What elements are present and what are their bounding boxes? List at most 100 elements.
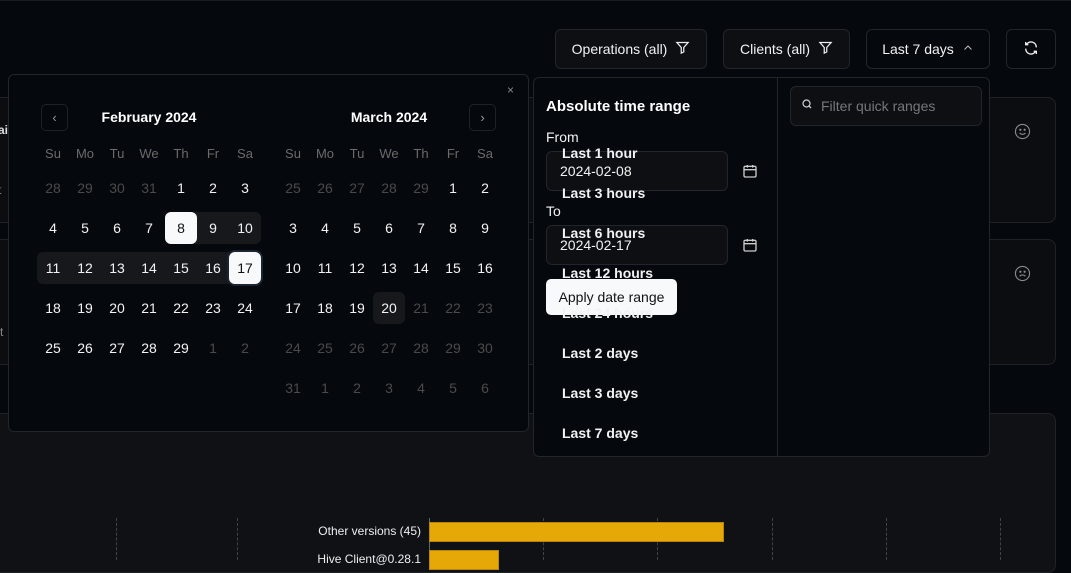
calendar-day[interactable]: 22: [173, 300, 189, 316]
calendar-day[interactable]: 4: [321, 220, 329, 236]
calendar-day[interactable]: 13: [381, 260, 397, 276]
calendar-day[interactable]: 28: [45, 180, 61, 196]
from-date-input[interactable]: 2024-02-08: [546, 151, 728, 191]
range-end-day[interactable]: 17: [229, 252, 261, 284]
calendar-day[interactable]: 6: [113, 220, 121, 236]
quick-range-item[interactable]: Last 2 days: [562, 345, 639, 361]
quick-range-item[interactable]: Last 6 hours: [562, 225, 646, 241]
calendar-day[interactable]: 27: [109, 340, 125, 356]
quick-range-item[interactable]: Last 12 hours: [562, 265, 654, 281]
quick-range-item[interactable]: Last 3 hours: [562, 185, 646, 201]
calendar-day[interactable]: 24: [237, 300, 253, 316]
calendar-day[interactable]: 14: [141, 260, 157, 276]
calendar-day[interactable]: 17: [285, 300, 301, 316]
calendar-day: 27: [381, 340, 397, 356]
calendar-day[interactable]: 29: [173, 340, 189, 356]
bar[interactable]: [429, 550, 499, 570]
quick-range-item[interactable]: Last 7 days: [562, 425, 639, 441]
previous-month-button[interactable]: ‹: [41, 104, 68, 131]
calendar-day[interactable]: 21: [141, 300, 157, 316]
calendar-day[interactable]: 28: [141, 340, 157, 356]
from-label: From: [546, 129, 579, 145]
search-icon: [801, 97, 813, 115]
calendar-day[interactable]: 28: [381, 180, 397, 196]
top-divider: [0, 0, 1071, 1]
calendar-day[interactable]: 15: [445, 260, 461, 276]
calendar-day[interactable]: 4: [49, 220, 57, 236]
calendar-day[interactable]: 15: [173, 260, 189, 276]
quick-range-item[interactable]: Last 24 hours: [562, 305, 654, 321]
calendar-day[interactable]: 1: [177, 180, 185, 196]
calendar-day[interactable]: 9: [209, 220, 217, 236]
calendar-day[interactable]: 2: [209, 180, 217, 196]
calendar-day[interactable]: 8: [449, 220, 457, 236]
calendar-day[interactable]: 1: [449, 180, 457, 196]
calendar-day[interactable]: 7: [145, 220, 153, 236]
calendar-day: 23: [477, 300, 493, 316]
calendar-day[interactable]: 26: [77, 340, 93, 356]
calendar-day[interactable]: 30: [109, 180, 125, 196]
calendar-day[interactable]: 31: [141, 180, 157, 196]
clients-filter-button[interactable]: Clients (all): [723, 29, 850, 69]
calendar-day[interactable]: 27: [349, 180, 365, 196]
calendar-day[interactable]: 12: [77, 260, 93, 276]
calendar-day[interactable]: 1: [209, 340, 217, 356]
calendar-day[interactable]: 16: [205, 260, 221, 276]
card-text-fragment: t: [0, 183, 1, 197]
calendar-day[interactable]: 25: [45, 340, 61, 356]
calendar-day[interactable]: 6: [385, 220, 393, 236]
calendar-day[interactable]: 19: [349, 300, 365, 316]
calendar-day[interactable]: 18: [45, 300, 61, 316]
range-start-day[interactable]: 8: [165, 212, 197, 244]
calendar-day[interactable]: 5: [353, 220, 361, 236]
calendar-day[interactable]: 9: [481, 220, 489, 236]
refresh-button[interactable]: [1006, 29, 1056, 69]
calendar-day[interactable]: 19: [77, 300, 93, 316]
calendar-icon[interactable]: [742, 237, 758, 258]
weekday-header: Mo: [315, 145, 335, 161]
calendar-day[interactable]: 23: [205, 300, 221, 316]
calendar-day[interactable]: 20: [109, 300, 125, 316]
time-range-button[interactable]: Last 7 days: [866, 29, 990, 69]
calendar-day[interactable]: 5: [81, 220, 89, 236]
bar[interactable]: [429, 522, 724, 542]
quick-range-item[interactable]: Last 1 hour: [562, 145, 638, 161]
calendar-day[interactable]: 29: [413, 180, 429, 196]
calendar-day: 24: [285, 340, 301, 356]
calendar-day[interactable]: 25: [285, 180, 301, 196]
calendar-day[interactable]: 2: [481, 180, 489, 196]
operations-filter-button[interactable]: Operations (all): [555, 29, 707, 69]
calendar-day: 1: [321, 380, 329, 396]
calendar-day[interactable]: 26: [317, 180, 333, 196]
calendar-icon[interactable]: [742, 163, 758, 184]
calendar-day[interactable]: 10: [285, 260, 301, 276]
frown-icon: [1014, 265, 1031, 287]
refresh-icon: [1023, 40, 1039, 59]
calendar-day[interactable]: 12: [349, 260, 365, 276]
calendar-day[interactable]: 29: [77, 180, 93, 196]
close-icon[interactable]: ×: [507, 83, 515, 97]
calendar-day[interactable]: 7: [417, 220, 425, 236]
quick-range-search[interactable]: Filter quick ranges: [790, 86, 982, 126]
apply-date-range-button[interactable]: Apply date range: [546, 279, 677, 315]
calendar-day[interactable]: 3: [289, 220, 297, 236]
search-placeholder: Filter quick ranges: [821, 98, 936, 114]
calendar-day[interactable]: 11: [317, 260, 333, 276]
calendar-day: 22: [445, 300, 461, 316]
calendar-day[interactable]: 16: [477, 260, 493, 276]
calendar-day[interactable]: 3: [241, 180, 249, 196]
calendar-day: 5: [449, 380, 457, 396]
calendar-day[interactable]: 2: [241, 340, 249, 356]
next-month-button[interactable]: ›: [469, 104, 496, 131]
to-label: To: [546, 203, 561, 219]
calendar-day[interactable]: 11: [45, 260, 61, 276]
quick-range-item[interactable]: Last 3 days: [562, 385, 639, 401]
weekday-header: Fr: [446, 145, 460, 161]
today-day[interactable]: 20: [373, 292, 405, 324]
to-date-input[interactable]: 2024-02-17: [546, 225, 728, 265]
calendar-day[interactable]: 14: [413, 260, 429, 276]
calendar-day[interactable]: 18: [317, 300, 333, 316]
calendar-day[interactable]: 10: [237, 220, 253, 236]
weekday-header: Su: [285, 145, 301, 161]
calendar-day[interactable]: 13: [109, 260, 125, 276]
